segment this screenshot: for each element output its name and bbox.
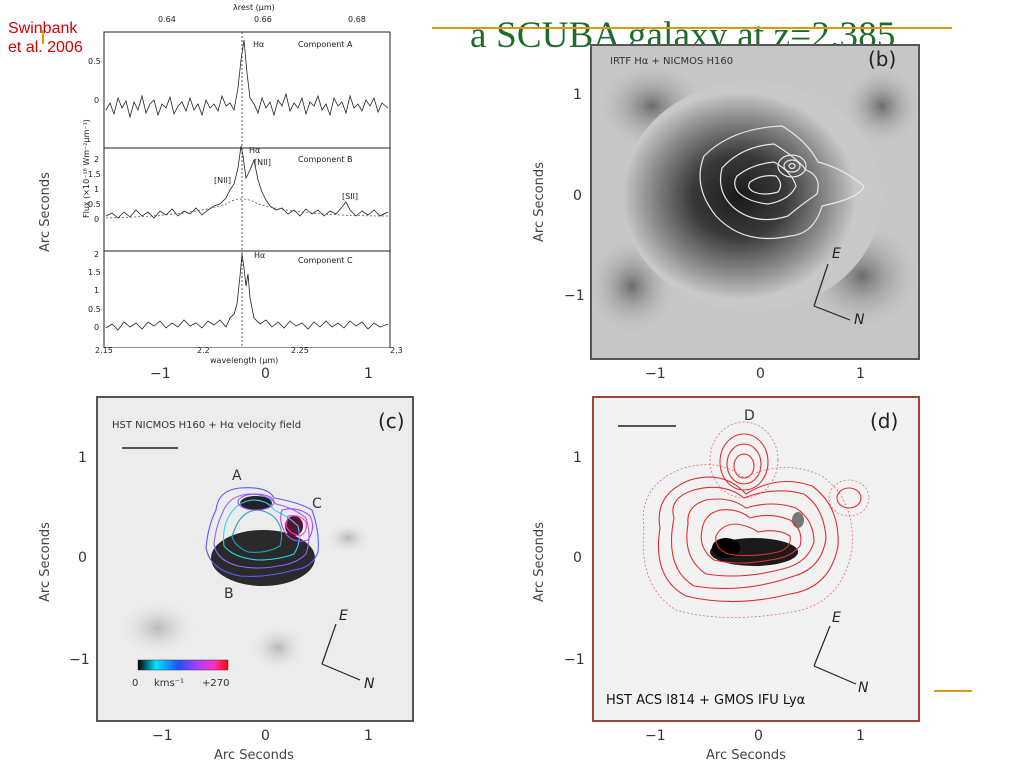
d-xtick-2: 1 <box>856 728 865 744</box>
ylabel-d: Arc Seconds <box>532 522 547 602</box>
top-tick-2: 0.68 <box>348 15 366 24</box>
spectrum-c <box>105 253 389 331</box>
c-ytick-2: −1 <box>69 652 90 668</box>
ytick-c-0: 2 <box>94 250 100 259</box>
halpha-a: Hα <box>253 40 265 49</box>
ytick-b-1: 1.5 <box>88 170 101 179</box>
xtick-1: 2.2 <box>197 346 210 355</box>
ytick-c-1: 1.5 <box>88 268 101 277</box>
ylabel-b: Arc Seconds <box>532 162 547 242</box>
flux-label: Flux (×10⁻¹⁸ Wm⁻²μm⁻¹) <box>82 119 91 218</box>
panel-b-image: E N IRTF Hα + NICMOS H160 (b) <box>590 44 920 360</box>
b-ytick-0: 1 <box>573 87 582 103</box>
cbar-max: +270 <box>202 678 229 689</box>
tl-xtick-2: 1 <box>364 366 373 382</box>
sii: [SII] <box>342 192 359 201</box>
spectrum-b <box>105 145 389 219</box>
b-ytick-1: 0 <box>573 188 582 204</box>
nii-right: [NII] <box>254 158 271 167</box>
xlabel-c: Arc Seconds <box>214 748 294 763</box>
region-c: C <box>312 496 322 512</box>
c-xtick-1: 0 <box>261 728 270 744</box>
top-tick-0: 0.64 <box>158 15 176 24</box>
wavelength-label: wavelength (μm) <box>210 356 279 365</box>
citation: Swinbank et al. 2006 <box>8 19 83 57</box>
spectrum-a <box>105 39 389 119</box>
component-a-label: Component A <box>298 40 353 49</box>
accent-tick <box>42 30 44 44</box>
ytick-b-3: 0.5 <box>88 200 101 209</box>
region-b: B <box>224 586 234 602</box>
halpha-b: Hα <box>249 146 261 155</box>
xlabel-d: Arc Seconds <box>706 748 786 763</box>
ytick-a-0: 0.5 <box>88 57 101 66</box>
tl-xtick-0: −1 <box>150 366 171 382</box>
component-c-label: Component C <box>298 256 353 265</box>
ytick-c-2: 1 <box>94 286 100 295</box>
b-xtick-2: 1 <box>856 366 865 382</box>
d-ytick-1: 0 <box>573 550 582 566</box>
d-xtick-0: −1 <box>645 728 666 744</box>
nii-left: [NII] <box>214 176 231 185</box>
tl-xtick-1: 0 <box>261 366 270 382</box>
panel-c-label: (c) <box>378 409 405 433</box>
d-ytick-2: −1 <box>564 652 585 668</box>
citation-line-2: et al. 2006 <box>8 39 83 56</box>
compass-e-c: E <box>339 608 348 624</box>
accent-line-top <box>432 27 952 29</box>
spectra-svg <box>103 31 391 348</box>
panel-b-svg: E N IRTF Hα + NICMOS H160 (b) <box>592 46 918 358</box>
ylabel-top-left: Arc Seconds <box>38 172 53 252</box>
lambda-rest-label: λrest (μm) <box>233 3 275 12</box>
caption-c: HST NICMOS H160 + Hα velocity field <box>112 420 301 431</box>
panel-d-label: (d) <box>870 409 898 433</box>
region-a: A <box>232 468 242 484</box>
d-xtick-1: 0 <box>754 728 763 744</box>
caption-b: IRTF Hα + NICMOS H160 <box>610 56 733 67</box>
xtick-3: 2.3 <box>390 346 403 355</box>
d-ytick-0: 1 <box>573 450 582 466</box>
compass-e-b: E <box>832 246 841 262</box>
ytick-c-4: 0 <box>94 323 100 332</box>
compass-n-d: N <box>858 680 869 696</box>
citation-line-1: Swinbank <box>8 20 78 37</box>
ytick-a-1: 0 <box>94 96 100 105</box>
b-xtick-0: −1 <box>645 366 666 382</box>
cbar-unit: kms⁻¹ <box>154 678 184 689</box>
xtick-0: 2.15 <box>95 346 113 355</box>
halpha-c: Hα <box>254 251 266 260</box>
ytick-b-4: 0 <box>94 215 100 224</box>
b-ytick-2: −1 <box>564 288 585 304</box>
compass-n-b: N <box>854 312 865 328</box>
cbar-min: 0 <box>132 678 138 689</box>
panel-b-label: (b) <box>868 47 896 71</box>
region-d: D <box>744 408 755 424</box>
ytick-c-3: 0.5 <box>88 305 101 314</box>
b-xtick-1: 0 <box>756 366 765 382</box>
panel-c-image: E N HST NICMOS H160 + Hα velocity field … <box>96 396 414 722</box>
accent-line-right <box>934 690 972 692</box>
panel-d-image: E N D (d) HST ACS I814 + GMOS IFU Lyα <box>592 396 920 722</box>
caption-d: HST ACS I814 + GMOS IFU Lyα <box>606 693 805 708</box>
c-ytick-1: 0 <box>78 550 87 566</box>
ylabel-c: Arc Seconds <box>38 522 53 602</box>
c-xtick-0: −1 <box>152 728 173 744</box>
c-ytick-0: 1 <box>78 450 87 466</box>
xtick-2: 2.25 <box>291 346 309 355</box>
compass-n-c: N <box>364 676 375 692</box>
ytick-b-2: 1 <box>94 185 100 194</box>
ytick-b-0: 2 <box>94 155 100 164</box>
panel-d-svg: E N D (d) HST ACS I814 + GMOS IFU Lyα <box>594 398 918 720</box>
top-tick-1: 0.66 <box>254 15 272 24</box>
c-xtick-2: 1 <box>364 728 373 744</box>
spectra-panel <box>100 18 396 348</box>
panel-c-svg: E N HST NICMOS H160 + Hα velocity field … <box>98 398 412 720</box>
compass-e-d: E <box>832 610 841 626</box>
component-b-label: Component B <box>298 155 353 164</box>
